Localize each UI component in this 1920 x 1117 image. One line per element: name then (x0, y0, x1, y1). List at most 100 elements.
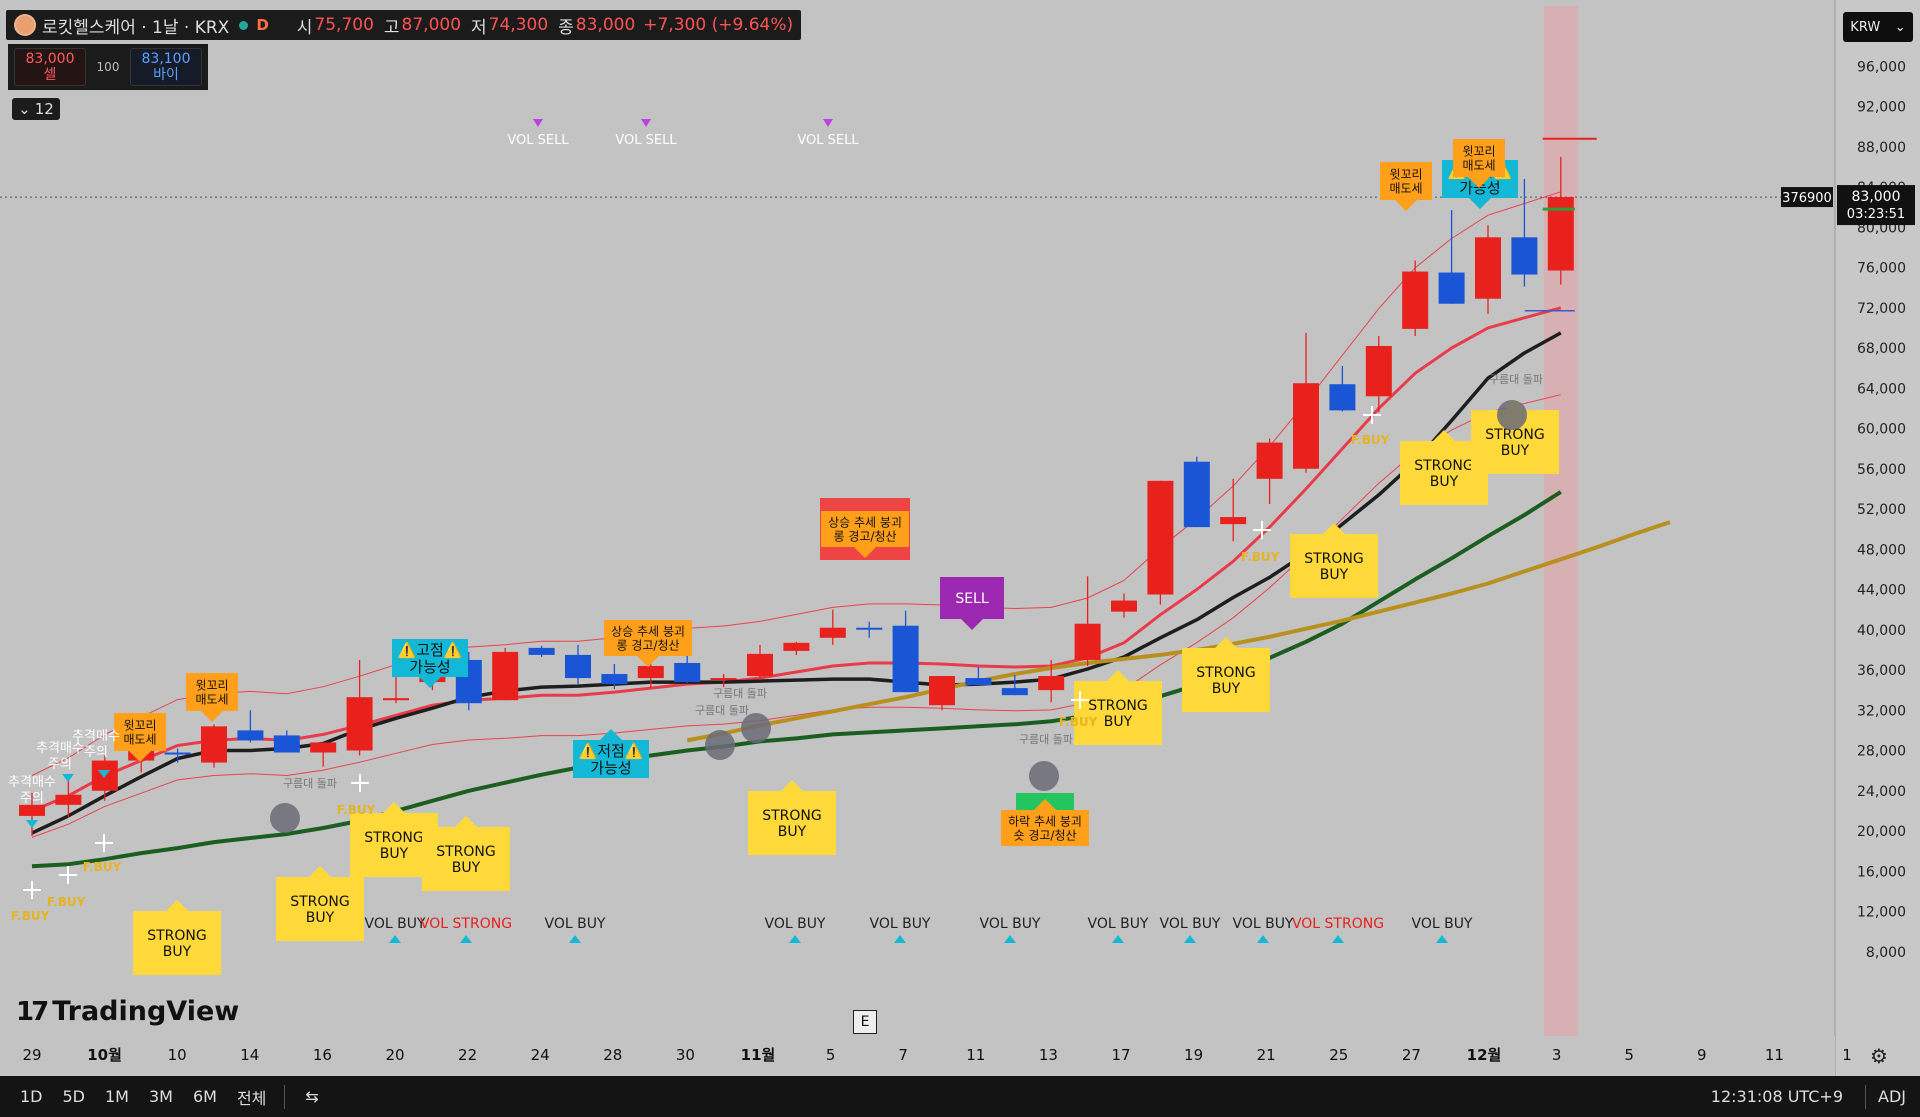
upper-wick-callout-text: 매도세 (123, 732, 156, 746)
candle-body[interactable] (383, 698, 409, 701)
adjust-toggle[interactable]: ADJ (1878, 1087, 1906, 1106)
candle-body[interactable] (1365, 345, 1392, 397)
candle-body[interactable] (237, 730, 264, 741)
candle-body[interactable] (892, 625, 919, 693)
candle-body[interactable] (310, 742, 337, 753)
timeframe-1m[interactable]: 1M (105, 1087, 129, 1106)
strong-buy-callout-box (1074, 681, 1162, 745)
chase-warning-icon (98, 770, 110, 778)
price-axis-panel[interactable] (1835, 0, 1920, 1076)
candle-body[interactable] (528, 647, 555, 655)
candle-body[interactable] (55, 794, 82, 805)
x-tick-label: 5 (1624, 1046, 1634, 1064)
vol-buy-label: VOL BUY (364, 916, 425, 932)
upper-wick-callout-box (1380, 162, 1432, 200)
candle-body[interactable] (856, 627, 883, 630)
cloud-breakout-dot (1497, 400, 1527, 430)
candle-body[interactable] (1293, 383, 1319, 469)
clock[interactable]: 12:31:08 UTC+9 (1710, 1087, 1844, 1106)
gear-icon[interactable]: ⚙ (1870, 1044, 1888, 1068)
vol-buy-label: VOL BUY (1087, 916, 1148, 932)
candle-body[interactable] (1475, 237, 1501, 299)
change-value: +7,300 (+9.64%) (643, 15, 794, 35)
x-tick-label: 17 (1111, 1046, 1130, 1064)
indicators-toggle-button[interactable]: ⌄ 12 (12, 98, 60, 120)
currency-select[interactable]: KRW ⌄ (1843, 12, 1913, 42)
strong-buy-callout-pointer (1433, 430, 1455, 441)
top-warning-callout-text: ⚠️고점⚠️ (398, 641, 463, 659)
candle-body[interactable] (1183, 461, 1210, 528)
candle-body[interactable] (1511, 237, 1538, 275)
sell-callout-text: SELL (955, 591, 989, 607)
strong-buy-callout-text: STRONG (436, 844, 496, 860)
fbuy-label: F.BUY (47, 895, 86, 909)
long-warning-callout-text: 상승 추세 붕괴 (828, 515, 902, 529)
strong-buy-callout-text: STRONG (762, 808, 822, 824)
candle-body[interactable] (565, 654, 591, 679)
candle-body[interactable] (637, 665, 664, 679)
long-warning-callout-text: 롱 경고/청산 (616, 638, 679, 652)
candle-body[interactable] (1329, 384, 1356, 411)
candle-body[interactable] (674, 662, 701, 683)
bottom-warning-callout-text: 가능성 (590, 759, 631, 777)
y-tick-label: 12,000 (1857, 905, 1906, 921)
fbuy-label: F.BUY (83, 860, 122, 874)
strong-buy-callout-text: BUY (306, 910, 335, 926)
toolbar-divider (1865, 1084, 1867, 1109)
timeframe-1d[interactable]: 1D (20, 1087, 43, 1106)
sell-button[interactable]: 83,000 셀 (14, 48, 86, 86)
timeframe-3m[interactable]: 3M (148, 1087, 173, 1106)
candle-body[interactable] (164, 752, 191, 755)
candle-body[interactable] (273, 735, 300, 753)
buy-button[interactable]: 83,100 바이 (130, 48, 202, 86)
upper-wick-callout-box (114, 713, 166, 751)
upper-wick-callout-box (1453, 139, 1505, 177)
upper-wick-callout-text: 윗꼬리 (1462, 143, 1495, 158)
candle-body[interactable] (1147, 480, 1174, 595)
candle-body[interactable] (1001, 688, 1028, 696)
candle-body[interactable] (965, 678, 992, 686)
tradingview-logo[interactable]: 17 TradingView (16, 996, 239, 1027)
candle-body[interactable] (819, 627, 846, 638)
timeframe-6m[interactable]: 6M (192, 1087, 217, 1106)
candle-body[interactable] (1074, 623, 1101, 660)
symbol-title[interactable]: 로킷헬스케어 · 1날 · KRX (42, 17, 230, 38)
chase-warning-label: 주의 (84, 745, 108, 760)
y-tick-label: 48,000 (1857, 542, 1906, 558)
fbuy-label: F.BUY (1241, 550, 1280, 564)
candle-body[interactable] (1256, 442, 1283, 479)
upper-wick-callout-pointer (1468, 177, 1490, 188)
sell-label: 셀 (43, 67, 57, 83)
timeframe-5d[interactable]: 5D (62, 1087, 86, 1106)
candle-body[interactable] (1438, 272, 1465, 304)
candle-body[interactable] (1038, 676, 1065, 691)
symbol-header[interactable]: 로킷헬스케어 · 1날 · KRX D 시 75,700 고 87,000 저 74,… (6, 10, 802, 40)
candle-body[interactable] (492, 651, 519, 701)
open-value: 75,700 (314, 15, 374, 35)
candle-body[interactable] (19, 804, 45, 816)
vol-buy-icon (789, 935, 801, 943)
candle-body[interactable] (1402, 271, 1429, 329)
candle-body[interactable] (1111, 600, 1137, 612)
candle-body[interactable] (783, 642, 810, 651)
candle-body[interactable] (346, 697, 373, 751)
time-axis-panel[interactable] (0, 1036, 1835, 1076)
candle-body[interactable] (747, 653, 773, 677)
candle-body[interactable] (601, 674, 628, 685)
date-range-icon[interactable]: ⇆ (305, 1087, 319, 1106)
timeframe-all[interactable]: 전체 (236, 1088, 267, 1108)
short-warning-callout-text: 숏 경고/청산 (1013, 828, 1076, 842)
top-warning-callout-text: 가능성 (409, 658, 450, 676)
earnings-marker[interactable]: E (853, 1010, 877, 1034)
candle-body[interactable] (929, 676, 955, 706)
long-warning-callout: 상승 추세 붕괴롱 경고/청산 (821, 511, 909, 558)
candle-body[interactable] (1220, 517, 1247, 525)
candle-body[interactable] (710, 678, 737, 681)
candle-body[interactable] (201, 726, 227, 763)
y-tick-label: 76,000 (1857, 261, 1906, 277)
long-warning-callout: 상승 추세 붕괴롱 경고/청산 (604, 620, 692, 667)
